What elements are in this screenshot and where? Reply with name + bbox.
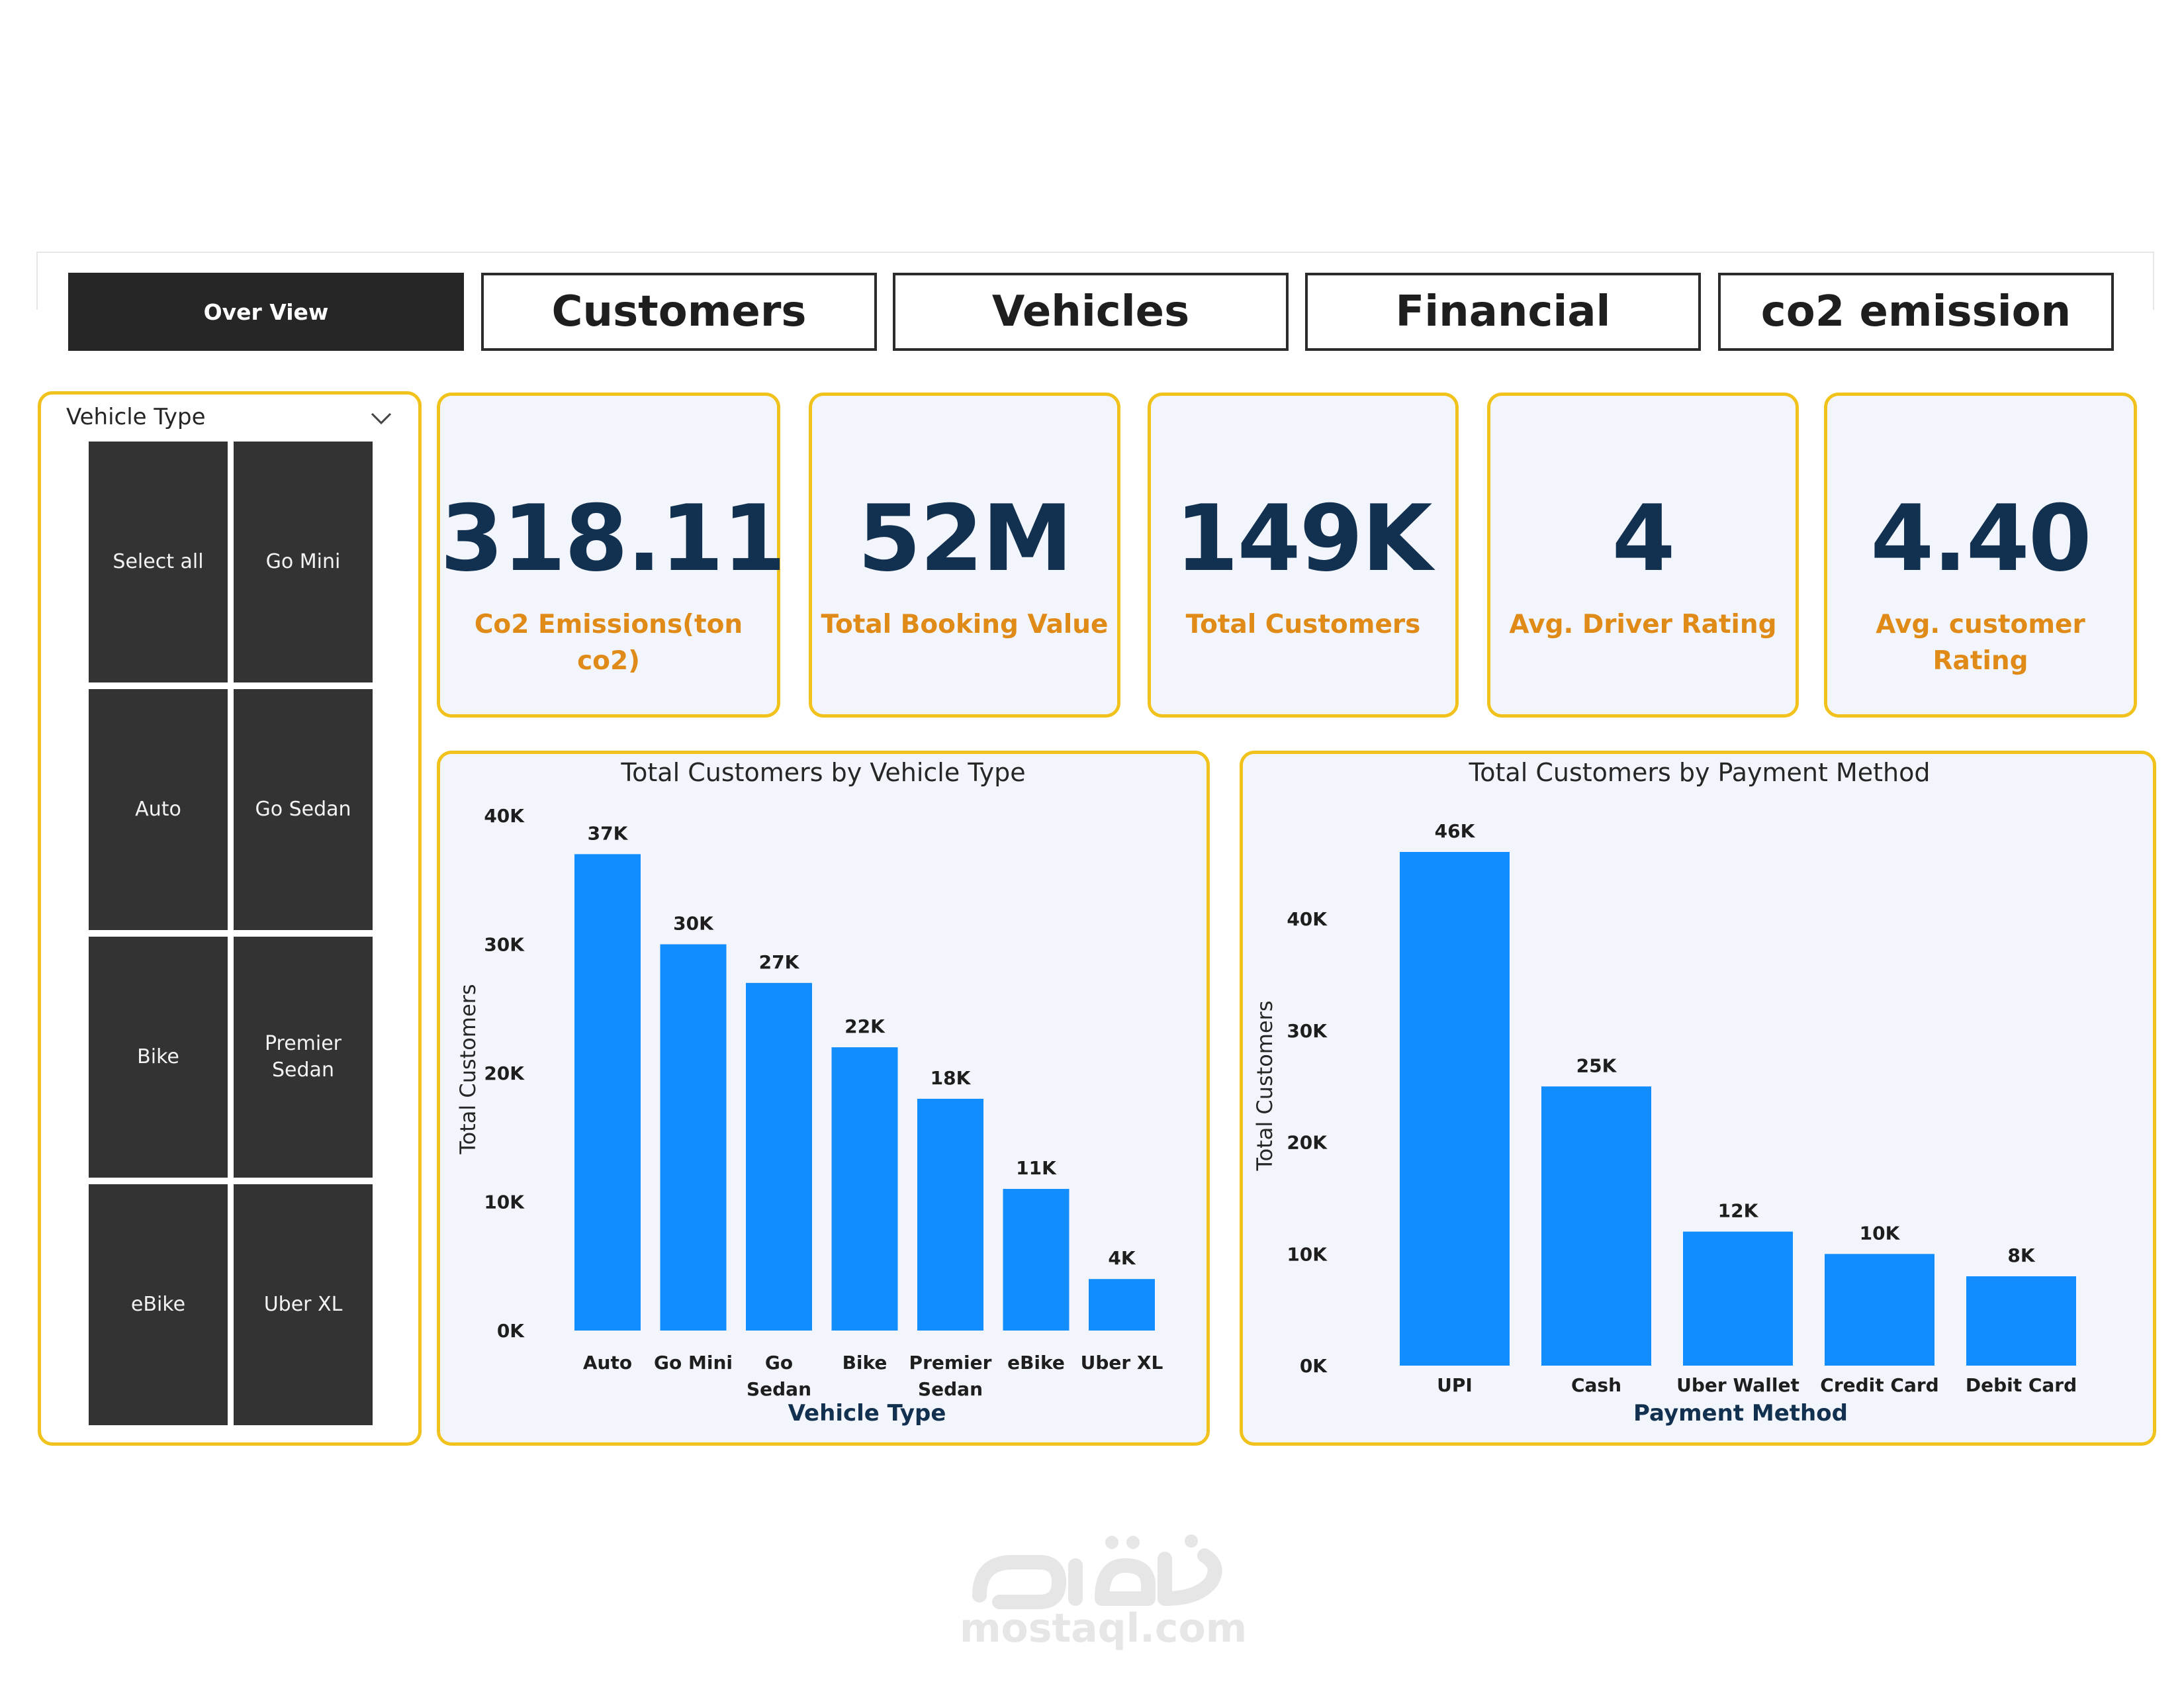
bar-debit-card [1966,1276,2076,1366]
data-label: 8K [2007,1244,2035,1266]
kpi-value: 149K [1175,485,1433,592]
kpi-card-avg-customer-rating: 4.40 Avg. customer Rating [1824,393,2137,718]
bar-ebike [1003,1189,1069,1331]
bar-uber-wallet [1683,1231,1793,1366]
bar-go-mini [660,944,727,1331]
chevron-down-icon[interactable] [368,405,394,432]
kpi-card-avg-driver-rating: 4 Avg. Driver Rating [1487,393,1799,718]
x-tick-label: Premier Sedan [909,1352,992,1400]
x-tick-label: eBike [1007,1352,1065,1374]
x-axis-title: Vehicle Type [788,1400,946,1427]
frame-right-line [2153,252,2154,310]
bar-go-sedan [746,982,812,1331]
bar-premier-sedan [917,1098,983,1331]
tab-customers[interactable]: Customers [481,273,877,351]
slicer-option-go-mini[interactable]: Go Mini [234,442,373,682]
chart-title: Total Customers by Payment Method [1469,758,1931,787]
y-tick-label: 40K [484,805,525,827]
data-label: 27K [759,951,800,973]
frame-left-line [36,252,38,310]
kpi-label: Total Customers [1185,610,1421,639]
y-tick-label: 20K [1287,1132,1328,1154]
data-label: 37K [588,822,629,844]
tab-financial[interactable]: Financial [1305,273,1701,351]
x-tick-label: Credit Card [1820,1374,1938,1396]
mostaql-logo-icon [972,1534,1222,1609]
data-label: 12K [1718,1200,1759,1222]
y-axis-title: Total Customers [455,984,480,1154]
data-label: 4K [1108,1247,1136,1269]
x-tick-label: Bike [842,1352,887,1374]
slicer-option-ebike[interactable]: eBike [89,1184,228,1425]
bar-cash [1541,1086,1651,1366]
slicer-option-select-all[interactable]: Select all [89,442,228,682]
y-tick-label: 20K [484,1062,525,1084]
tab-vehicles[interactable]: Vehicles [893,273,1289,351]
data-label: 30K [673,913,714,935]
bar-auto [574,854,641,1331]
y-axis-title: Total Customers [1252,1000,1277,1171]
x-axis-title: Payment Method [1633,1400,1848,1427]
x-tick-label: Uber Wallet [1676,1374,1799,1396]
slicer-title: Vehicle Type [66,404,206,430]
x-tick-label: UPI [1437,1374,1473,1396]
frame-top-line [36,252,2154,253]
kpi-value: 318.11 [440,485,786,592]
bar-upi [1400,852,1510,1366]
y-tick-label: 0K [497,1320,525,1342]
data-label: 10K [1860,1222,1901,1244]
data-label: 18K [931,1067,972,1089]
watermark-text: mostaql.com [960,1605,1248,1652]
slicer-option-uber-xl[interactable]: Uber XL [234,1184,373,1425]
data-label: 22K [844,1015,886,1037]
y-tick-label: 0K [1300,1355,1328,1377]
bar-credit-card [1825,1254,1934,1366]
tab-over-view[interactable]: Over View [68,273,464,351]
y-tick-label: 30K [484,934,525,956]
kpi-card-co2-emissions: 318.11 Co2 Emissions(ton co2) [437,393,786,718]
kpi-label: Total Booking Value [821,610,1109,639]
chart-title: Total Customers by Vehicle Type [620,758,1025,787]
bar-uber-xl [1089,1279,1155,1331]
y-tick-label: 10K [484,1192,525,1213]
x-tick-label: Cash [1571,1374,1621,1396]
x-tick-label: Go Sedan [747,1352,811,1400]
slicer-option-go-sedan[interactable]: Go Sedan [234,689,373,930]
chart-panel-vehicle-type [437,751,1210,1446]
x-tick-label: Uber XL [1081,1352,1163,1374]
tab-co2-emission[interactable]: co2 emission [1718,273,2114,351]
x-tick-label: Auto [583,1352,632,1374]
y-tick-label: 10K [1287,1243,1328,1265]
data-label: 46K [1435,820,1476,842]
x-tick-label: Debit Card [1966,1374,2077,1396]
kpi-card-total-customers: 149K Total Customers [1148,393,1459,718]
kpi-card-total-booking-value: 52M Total Booking Value [809,393,1120,718]
kpi-value: 52M [857,485,1073,592]
kpi-value: 4 [1612,485,1675,592]
y-tick-label: 40K [1287,908,1328,930]
kpi-value: 4.40 [1870,485,2092,592]
kpi-label: Co2 Emissions(ton co2) [474,610,743,676]
kpi-label: Avg. Driver Rating [1509,610,1777,639]
x-tick-label: Go Mini [654,1352,733,1374]
slicer-option-auto[interactable]: Auto [89,689,228,930]
kpi-label: Avg. customer Rating [1876,610,2085,676]
slicer-option-bike[interactable]: Bike [89,937,228,1178]
y-tick-label: 30K [1287,1020,1328,1042]
data-label: 25K [1576,1055,1617,1076]
data-label: 11K [1016,1157,1057,1179]
bar-bike [831,1047,898,1331]
slicer-option-premier-sedan[interactable]: Premier Sedan [234,937,373,1178]
